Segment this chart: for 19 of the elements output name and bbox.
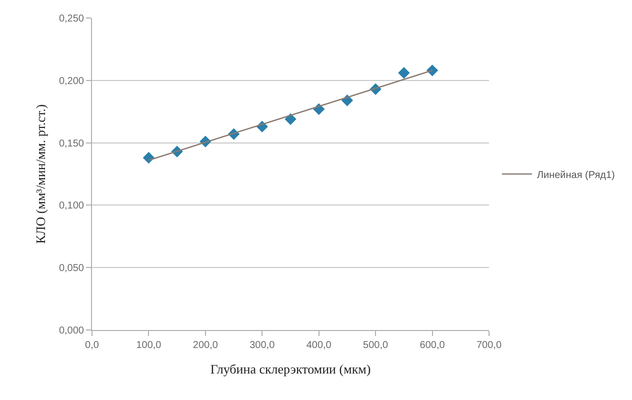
x-tick-label: 300,0 (250, 340, 276, 351)
x-tick-label: 700,0 (476, 340, 502, 351)
y-tick-label: 0,150 (58, 138, 84, 150)
x-tick-label: 600,0 (420, 340, 446, 351)
x-tick-label: 100,0 (136, 340, 162, 351)
point (398, 67, 410, 79)
y-tick-label: 0,250 (58, 14, 84, 24)
point (426, 64, 438, 76)
x-axis-title: Глубина склерэктомии (мкм) (210, 362, 371, 377)
y-tick-label: 0,200 (58, 76, 84, 87)
y-tick-label: 0,100 (58, 200, 84, 212)
y-tick-label: 0,000 (58, 326, 84, 336)
x-tick-label: 400,0 (306, 340, 332, 351)
y-axis-title: КЛО (мм³/мин/мм. рт.ст.) (32, 104, 48, 244)
x-tick-label: 0,0 (85, 340, 100, 351)
x-tick-label: 500,0 (363, 340, 389, 351)
y-tick-label: 0,050 (58, 263, 84, 274)
legend-label: Линейная (Ряд1) (536, 170, 615, 181)
x-tick-label: 200,0 (192, 340, 218, 351)
